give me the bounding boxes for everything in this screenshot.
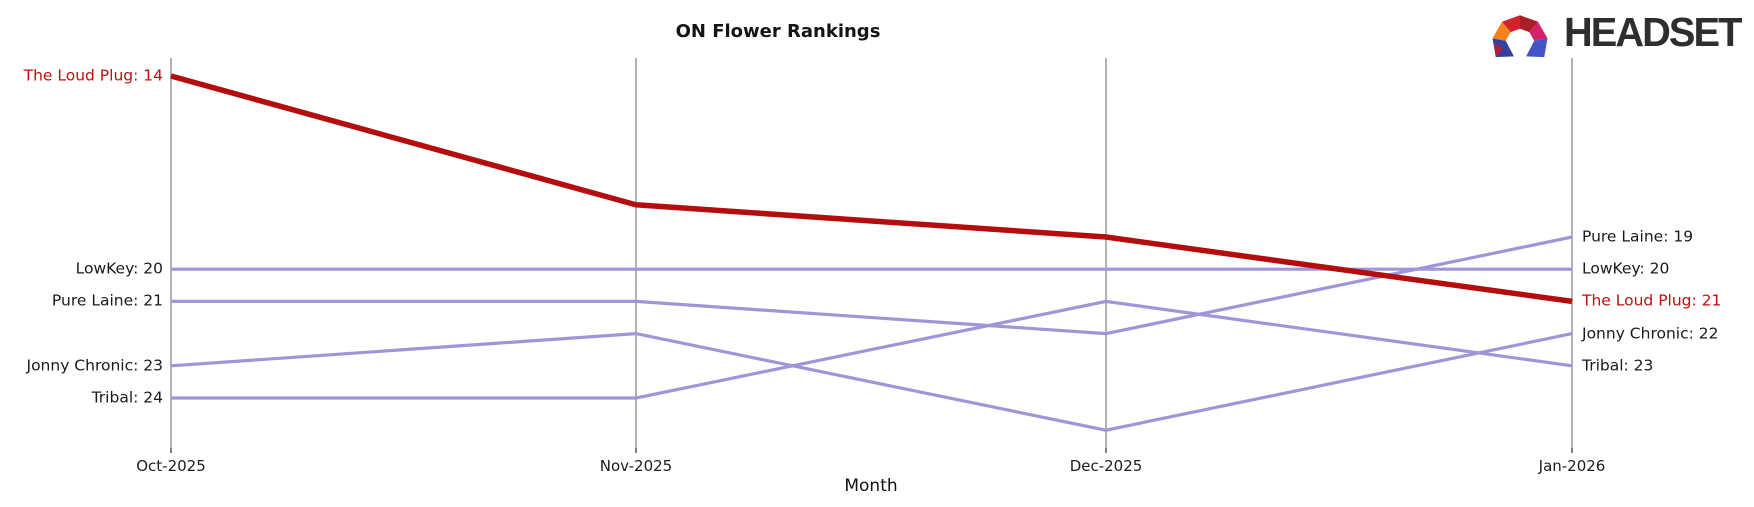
x-axis-title: Month — [844, 476, 898, 496]
right-rank-label-lowkey: LowKey: 20 — [1582, 259, 1670, 278]
left-rank-label-the-loud-plug: The Loud Plug: 14 — [23, 66, 163, 85]
right-rank-label-pure-laine: Pure Laine: 19 — [1582, 227, 1694, 246]
left-rank-label-pure-laine: Pure Laine: 21 — [51, 292, 163, 311]
chart-title: ON Flower Rankings — [675, 21, 881, 42]
x-tick-label-oct-2025: Oct-2025 — [136, 457, 206, 475]
series-line-tribal — [171, 299, 1573, 400]
headset-logo-text: HEADSET — [1564, 9, 1742, 55]
x-tick-label-dec-2025: Dec-2025 — [1069, 457, 1143, 475]
left-rank-label-tribal: Tribal: 24 — [91, 388, 163, 407]
series-line-the-loud-plug — [170, 73, 1573, 305]
x-tick-label-jan-2026: Jan-2026 — [1538, 457, 1606, 475]
headset-logo: HEADSET — [1490, 8, 1746, 64]
right-rank-label-the-loud-plug: The Loud Plug: 21 — [1582, 292, 1722, 311]
series-line-jonny-chronic — [170, 331, 1573, 432]
right-rank-label-tribal: Tribal: 23 — [1582, 356, 1654, 375]
left-rank-label-jonny-chronic: Jonny Chronic: 23 — [26, 356, 164, 375]
headset-logo-icon — [1492, 15, 1548, 58]
series-line-pure-laine — [171, 235, 1573, 336]
right-rank-label-jonny-chronic: Jonny Chronic: 22 — [1582, 324, 1719, 343]
x-tick-label-nov-2025: Nov-2025 — [599, 457, 673, 475]
left-rank-label-lowkey: LowKey: 20 — [75, 259, 163, 278]
